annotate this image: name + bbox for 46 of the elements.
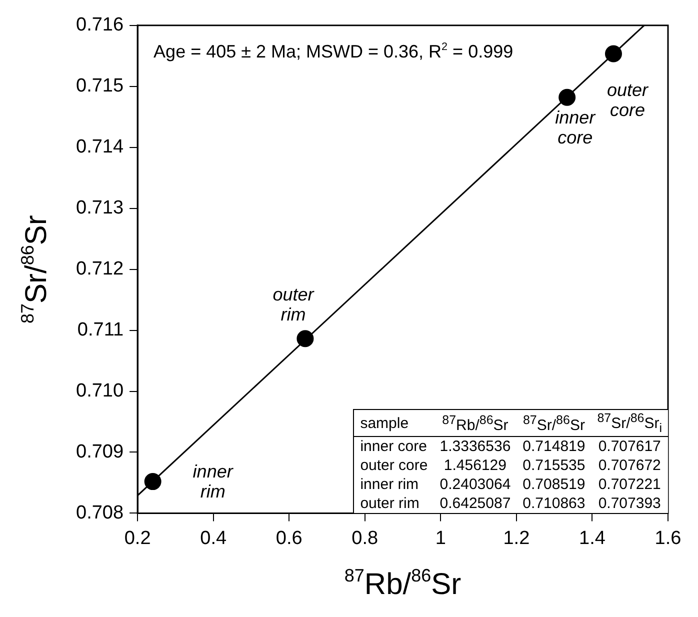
x-tick-label: 1.4 (579, 528, 606, 549)
point (296, 330, 314, 348)
x-tick-label: 0.8 (352, 528, 378, 549)
category-label: $^{87}$Sr/$^{86}$Sr (522, 412, 586, 436)
text: 0.707393 (598, 495, 661, 512)
x-tick-label: 1.6 (654, 528, 682, 549)
y-tick-label: 0.715 (76, 76, 124, 97)
x-tick-label: 0.6 (276, 528, 302, 549)
annotation: outer rim (272, 284, 315, 325)
y-tick-label: 0.716 (76, 14, 124, 36)
x-tick-label: 0.4 (200, 528, 227, 549)
category-label: inner rim (360, 476, 419, 494)
y-tick-label: 0.711 (77, 320, 124, 341)
y-tick-label: 0.709 (76, 441, 124, 462)
category-label: outer rim (360, 495, 420, 512)
category-label: sample (359, 414, 410, 434)
text: 0.707617 (598, 438, 661, 456)
point (144, 473, 162, 490)
category-label: $^{87}$Sr/$^{86}$Sr$_{i}$ (596, 410, 663, 437)
text: 0.707672 (598, 457, 661, 474)
category-label: inner core (360, 438, 427, 456)
x-tick-label: 1 (435, 528, 446, 549)
text: 0.707221 (598, 476, 661, 494)
text: 0.715535 (522, 457, 586, 474)
x-tick-label: 1.2 (503, 528, 530, 549)
y-axis-title: 87Sr/86Sr (17, 215, 53, 324)
text: 0.714819 (522, 438, 586, 456)
text: 0.708519 (522, 476, 586, 494)
y-tick-label: 0.713 (76, 198, 124, 219)
text: 0.6425087 (440, 495, 511, 512)
annotation: inner core (555, 107, 596, 148)
text: 1.3336536 (440, 438, 511, 456)
x-tick-label: 0.2 (124, 528, 151, 549)
text: 0.2403064 (440, 476, 511, 494)
text: 1.456129 (444, 457, 506, 474)
point (558, 88, 576, 106)
point (604, 45, 622, 62)
y-tick-label: 0.712 (76, 258, 124, 280)
y-tick-label: 0.710 (76, 380, 124, 402)
category-label: outer core (360, 457, 428, 474)
annotation: inner rim (192, 462, 234, 502)
annotation: outer core (606, 80, 650, 120)
y-tick-label: 0.714 (76, 136, 124, 158)
y-tick-label: 0.708 (76, 502, 124, 524)
category-label: $^{87}$Rb/$^{86}$Sr (441, 412, 510, 436)
text: 0.710863 (522, 495, 586, 512)
